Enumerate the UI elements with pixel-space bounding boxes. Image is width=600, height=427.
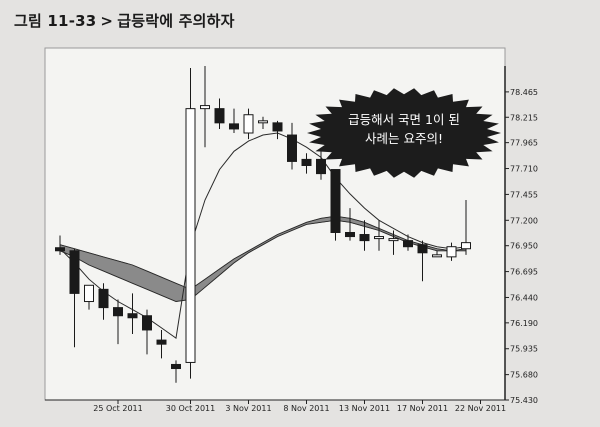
candle-body xyxy=(403,240,413,248)
candle-body xyxy=(345,231,355,238)
candle-body xyxy=(272,122,283,132)
candle-body xyxy=(388,238,399,242)
candle-body xyxy=(185,108,196,363)
candle-body xyxy=(69,250,80,294)
callout-burst-shape xyxy=(307,88,501,178)
candle-body xyxy=(127,313,138,319)
x-tick-label: 25 Oct 2011 xyxy=(93,404,142,413)
candle xyxy=(374,220,384,251)
y-tick-label: 78.465 xyxy=(510,88,538,97)
candle-body xyxy=(461,242,471,250)
y-axis-ticks: 78.465 78.215 77.965 77.710 77.455 77.200 76.9… xyxy=(505,88,538,405)
callout-line-2: 사례는 요주의! xyxy=(365,131,443,146)
candle-body xyxy=(84,284,94,303)
candle xyxy=(388,230,399,255)
candle-body xyxy=(258,120,268,124)
candle-body xyxy=(243,114,254,134)
candle xyxy=(417,240,428,282)
candle-body xyxy=(301,158,312,166)
candle xyxy=(403,234,413,251)
x-tick-label: 30 Oct 2011 xyxy=(166,404,215,413)
candle-body xyxy=(359,234,370,242)
candle xyxy=(84,284,94,310)
candle-body xyxy=(171,363,181,370)
candle-body xyxy=(200,105,210,110)
candle-body xyxy=(330,169,341,233)
candle xyxy=(301,153,312,174)
candle-body xyxy=(316,158,326,175)
candle-body xyxy=(287,134,297,162)
y-tick-label: 76.440 xyxy=(510,293,538,302)
candle-body xyxy=(432,254,442,258)
y-tick-label: 77.710 xyxy=(510,165,538,174)
candle-layer xyxy=(55,66,471,383)
candle xyxy=(316,151,326,180)
candle xyxy=(461,200,471,255)
y-tick-label: 76.950 xyxy=(510,242,538,251)
candle-body xyxy=(374,236,384,240)
figure-number: 그림 11-33 xyxy=(14,12,97,30)
candle xyxy=(127,293,138,335)
x-tick-label: 17 Nov 2011 xyxy=(397,404,448,413)
candle xyxy=(229,108,239,134)
candle-body xyxy=(113,307,123,317)
candle xyxy=(287,122,297,170)
x-tick-label: 22 Nov 2011 xyxy=(455,404,506,413)
y-tick-label: 78.215 xyxy=(510,113,538,122)
candle xyxy=(432,250,442,258)
callout-line-1: 급등해서 국면 1이 된 xyxy=(348,112,460,127)
candle xyxy=(258,116,268,129)
candle-body xyxy=(55,247,65,252)
y-tick-label: 76.695 xyxy=(510,268,538,277)
ma-line-3 xyxy=(59,132,467,339)
candle-body xyxy=(214,108,225,124)
candle xyxy=(359,220,370,251)
y-tick-label: 77.965 xyxy=(510,139,538,148)
candle xyxy=(113,299,123,345)
candle xyxy=(142,309,152,355)
candle-body xyxy=(417,244,428,254)
candle-body xyxy=(446,246,457,258)
y-tick-label: 76.190 xyxy=(510,319,538,328)
ma-line-1 xyxy=(59,215,466,290)
candle xyxy=(272,120,283,140)
y-tick-label: 77.200 xyxy=(510,216,538,225)
x-tick-label: 8 Nov 2011 xyxy=(283,404,329,413)
y-tick-label: 75.935 xyxy=(510,345,538,354)
figure-title: 그림 11-33 > 급등락에 주의하자 xyxy=(14,10,235,31)
candle xyxy=(171,360,181,383)
candle-body xyxy=(156,339,167,345)
candle xyxy=(446,242,457,261)
candle-body xyxy=(98,288,109,309)
x-tick-label: 13 Nov 2011 xyxy=(339,404,390,413)
candle xyxy=(345,208,355,241)
y-tick-label: 75.680 xyxy=(510,371,538,380)
callout-burst: 급등해서 국면 1이 된 사례는 요주의! xyxy=(307,88,501,178)
candle xyxy=(243,108,254,140)
candle-body xyxy=(142,315,152,331)
y-tick-label: 75.430 xyxy=(510,396,538,405)
x-tick-label: 3 Nov 2011 xyxy=(225,404,271,413)
candle xyxy=(69,248,80,348)
figure-separator: > xyxy=(100,12,114,30)
y-tick-label: 77.455 xyxy=(510,190,538,199)
candle xyxy=(200,66,210,148)
candle xyxy=(98,283,109,320)
figure-caption: 급등락에 주의하자 xyxy=(117,12,235,30)
candle xyxy=(330,169,341,241)
candle xyxy=(156,329,167,359)
candle xyxy=(55,235,65,255)
candle xyxy=(185,68,196,379)
candle xyxy=(214,98,225,129)
x-axis-ticks: 25 Oct 2011 30 Oct 2011 3 Nov 2011 8 Nov 20… xyxy=(93,400,506,413)
candle-body xyxy=(229,123,239,130)
